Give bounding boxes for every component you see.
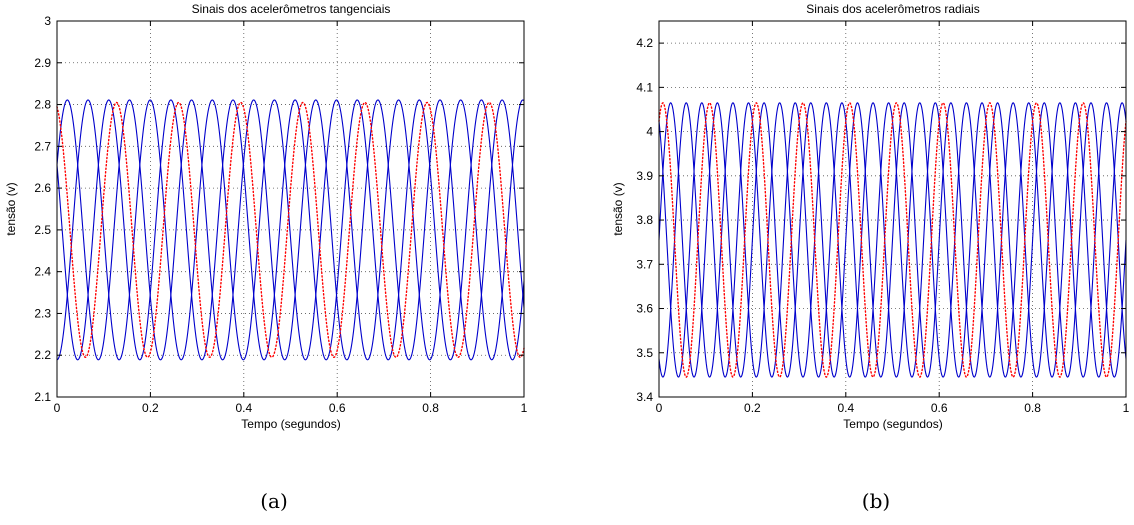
y-tick-label-a: 2.8 <box>34 98 51 112</box>
y-axis-label-b: tensão (v) <box>611 182 625 235</box>
x-tick-label-a: 0.8 <box>422 401 439 415</box>
chart-panel-a: Sinais dos acelerômetros tangenciais 0 0.… <box>4 2 528 513</box>
y-tick-label-b: 3.4 <box>636 390 653 404</box>
x-tick-label-a: 0.2 <box>142 401 159 415</box>
series-line-b-4 <box>658 102 1127 378</box>
chart-title-b: Sinais dos acelerômetros radiais <box>806 2 979 16</box>
y-tick-label-b: 3.7 <box>636 257 653 271</box>
series-line-a-3 <box>56 99 525 361</box>
grid-a <box>57 21 524 397</box>
series-line-a-1 <box>56 99 525 361</box>
caption-b: (b) <box>862 489 890 513</box>
y-tick-label-a: 2.1 <box>34 390 51 404</box>
y-axis-label-a: tensão (v) <box>4 182 18 235</box>
chart-panel-b: Sinais dos acelerômetros radiais 0 0.2 0.4… <box>611 2 1130 513</box>
x-tick-label-b: 1 <box>1123 401 1130 415</box>
y-tick-label-b: 4.2 <box>636 36 653 50</box>
x-tick-label-a: 0.6 <box>329 401 346 415</box>
y-tick-label-a: 2.2 <box>34 348 51 362</box>
ticks-b: 0 0.2 0.4 0.6 0.8 1 3.4 3.5 3.6 3.7 3.8 3.9 4 4.1 4.2 <box>636 21 1130 415</box>
grid-b <box>659 21 1126 397</box>
y-tick-label-a: 2.5 <box>34 223 51 237</box>
y-tick-label-a: 2.4 <box>34 265 51 279</box>
plot-area-a <box>56 99 525 361</box>
x-axis-label-a: Tempo (segundos) <box>241 417 340 431</box>
x-tick-label-b: 0.6 <box>931 401 948 415</box>
y-tick-label-b: 3.9 <box>636 169 653 183</box>
y-tick-label-b: 3.8 <box>636 213 653 227</box>
axes-frame-a <box>56 20 525 398</box>
chart-title-a: Sinais dos acelerômetros tangenciais <box>192 2 391 16</box>
x-tick-label-a: 1 <box>521 401 528 415</box>
series-line-b-1 <box>658 102 1127 378</box>
y-tick-label-a: 2.3 <box>34 306 51 320</box>
ticks-a: 0 0.2 0.4 0.6 0.8 1 2.1 2.2 2.3 2.4 2.5 2.6 2.7 2.8 2.… <box>34 14 527 415</box>
y-tick-label-b: 4 <box>646 125 653 139</box>
caption-a: (a) <box>260 489 288 513</box>
plot-area-b <box>658 102 1127 378</box>
y-tick-label-a: 2.7 <box>34 139 51 153</box>
y-tick-label-a: 3 <box>44 14 51 28</box>
y-tick-label-b: 4.1 <box>636 80 653 94</box>
series-line-a-2 <box>56 99 525 361</box>
x-tick-label-a: 0 <box>54 401 61 415</box>
y-tick-label-b: 3.5 <box>636 346 653 360</box>
x-tick-label-b: 0.2 <box>744 401 761 415</box>
y-tick-label-b: 3.6 <box>636 302 653 316</box>
y-tick-label-a: 2.6 <box>34 181 51 195</box>
axes-frame-b <box>658 20 1127 398</box>
x-tick-label-b: 0 <box>656 401 663 415</box>
x-tick-label-b: 0.8 <box>1024 401 1041 415</box>
x-tick-label-b: 0.4 <box>837 401 854 415</box>
y-tick-label-a: 2.9 <box>34 56 51 70</box>
x-tick-label-a: 0.4 <box>235 401 252 415</box>
x-axis-label-b: Tempo (segundos) <box>843 417 942 431</box>
